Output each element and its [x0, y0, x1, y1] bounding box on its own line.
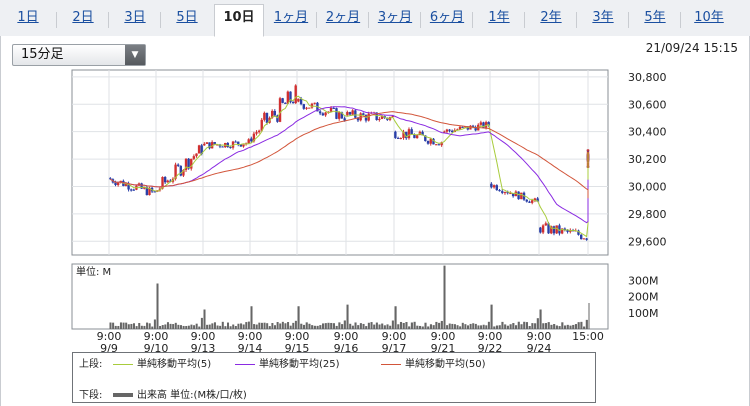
legend-ma50-swatch [381, 363, 401, 365]
legend-upper-label: 上段: [79, 359, 103, 370]
tab-separator [628, 12, 629, 28]
tab-10日[interactable]: 10日 [214, 4, 264, 37]
legend-ma5: 単純移動平均(5) [113, 355, 211, 370]
tab-6ヶ月[interactable]: 6ヶ月 [429, 10, 465, 25]
tab-separator [524, 12, 525, 28]
legend-ma50: 単純移動平均(50) [381, 355, 486, 370]
tab-2年[interactable]: 2年 [540, 10, 562, 25]
legend-ma25-swatch [235, 363, 255, 365]
tab-3日[interactable]: 3日 [124, 10, 146, 25]
tab-5日[interactable]: 5日 [176, 10, 198, 25]
chart-panel [0, 36, 750, 406]
legend-volume-swatch [113, 393, 133, 397]
interval-select[interactable]: 15分足 ▼ [12, 44, 146, 66]
legend-volume: 出来高 単位:(M株/口/枚) [113, 386, 247, 401]
tab-separator [160, 12, 161, 28]
tab-3ヶ月[interactable]: 3ヶ月 [377, 10, 413, 25]
legend-lower-label: 下段: [79, 390, 103, 401]
tab-separator [420, 12, 421, 28]
tab-1日[interactable]: 1日 [17, 10, 39, 25]
legend-ma25-label: 単純移動平均(25) [259, 359, 340, 370]
tab-5年[interactable]: 5年 [644, 10, 666, 25]
chart-legend: 上段: 単純移動平均(5) 単純移動平均(25) 単純移動平均(50) 下段: … [72, 352, 596, 403]
tab-separator [576, 12, 577, 28]
tab-1年[interactable]: 1年 [488, 10, 510, 25]
tab-separator [316, 12, 317, 28]
tab-separator [680, 12, 681, 28]
interval-select-value: 15分足 [21, 47, 64, 62]
tab-separator [56, 12, 57, 28]
tab-2ヶ月[interactable]: 2ヶ月 [325, 10, 361, 25]
legend-volume-label: 出来高 単位:(M株/口/枚) [137, 390, 247, 401]
tab-separator [472, 12, 473, 28]
legend-ma50-label: 単純移動平均(50) [405, 359, 486, 370]
tab-1ヶ月[interactable]: 1ヶ月 [273, 10, 309, 25]
tab-separator [368, 12, 369, 28]
tab-10年[interactable]: 10年 [694, 10, 724, 25]
tab-2日[interactable]: 2日 [72, 10, 94, 25]
chevron-down-icon[interactable]: ▼ [125, 45, 145, 65]
legend-ma5-label: 単純移動平均(5) [137, 359, 212, 370]
tab-separator [108, 12, 109, 28]
tab-3年[interactable]: 3年 [592, 10, 614, 25]
legend-ma5-swatch [113, 363, 133, 365]
legend-ma25: 単純移動平均(25) [235, 355, 340, 370]
chart-timestamp: 21/09/24 15:15 [645, 41, 738, 55]
